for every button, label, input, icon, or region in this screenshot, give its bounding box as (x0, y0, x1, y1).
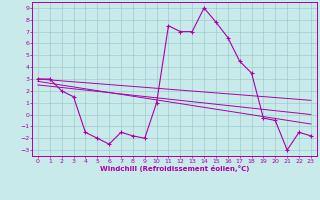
X-axis label: Windchill (Refroidissement éolien,°C): Windchill (Refroidissement éolien,°C) (100, 165, 249, 172)
